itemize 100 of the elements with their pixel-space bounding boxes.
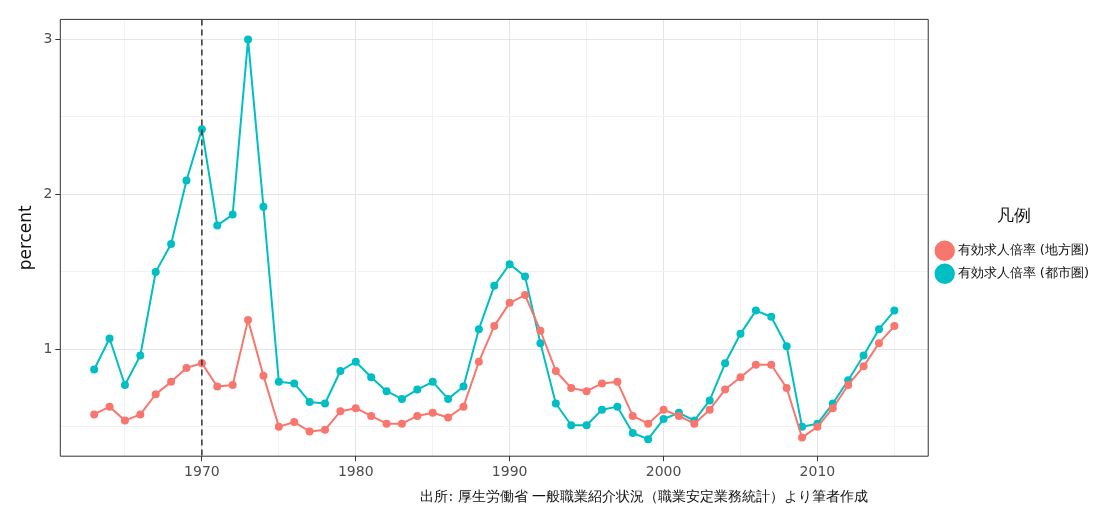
point [659,405,668,414]
point [413,385,422,394]
point [244,315,253,324]
point [521,272,530,281]
point [551,399,560,408]
point [382,387,391,396]
point [767,360,776,369]
point [182,176,191,185]
point [428,408,437,417]
point [582,387,591,396]
point [844,380,853,389]
point [751,306,760,315]
point [597,405,606,414]
point [890,306,899,315]
point [90,365,99,374]
point [721,385,730,394]
point [798,433,807,442]
point [721,359,730,368]
point [151,390,160,399]
point [213,382,222,391]
point [505,298,514,307]
point [551,367,560,376]
x-tick-label: 1990 [491,463,528,480]
point [890,322,899,331]
point [213,221,222,230]
point [290,418,299,427]
point [305,427,314,436]
legend-label: 有効求人倍率 (都市圏) [957,265,1090,281]
point [536,339,545,348]
text: 出所: 厚生労働省 一般職業紹介状況（職業安定業務統計）より筆者作成 [419,488,869,506]
point [567,421,576,430]
point [644,419,653,428]
point [151,267,160,276]
point [136,410,145,419]
point [736,373,745,382]
point [397,419,406,428]
point [874,325,883,334]
point [290,379,299,388]
point [305,397,314,406]
point [459,382,468,391]
point [613,402,622,411]
x-tick-label: 2000 [645,463,682,480]
point [351,404,360,413]
point [259,202,268,211]
point [397,394,406,403]
point [490,281,499,290]
point [274,422,283,431]
point [767,312,776,321]
y-axis-title: percent [14,204,35,271]
point [859,351,868,360]
point [705,405,714,414]
point [782,342,791,351]
point [367,411,376,420]
point [320,399,329,408]
point [90,410,99,419]
x-tick-label: 1980 [337,463,374,480]
point [382,419,391,428]
point [613,377,622,386]
point [336,407,345,416]
point [474,325,483,334]
point [859,362,868,371]
point [444,394,453,403]
point [105,334,114,343]
x-tick-label: 2010 [799,463,836,480]
point [259,371,268,380]
point [336,367,345,376]
legend-title: 凡例 [996,204,1031,225]
point [105,402,114,411]
point [228,380,237,389]
point [320,425,329,434]
point [167,240,176,248]
point [120,416,129,425]
point [828,404,837,413]
point [659,415,668,424]
point [136,351,145,360]
point [582,421,591,430]
point [644,435,653,444]
point [428,377,437,386]
point [167,377,176,386]
point [736,329,745,338]
point [182,363,191,372]
point [567,384,576,393]
point [413,411,422,420]
point [351,357,360,366]
point [490,322,499,331]
point [444,413,453,422]
point [782,384,791,393]
point [274,377,283,386]
point [628,411,637,420]
point [228,210,237,219]
point [521,291,530,300]
point [628,428,637,437]
y-tick-label: 2 [43,185,53,202]
point [874,339,883,348]
legend-label: 有効求人倍率 (地方圏) [957,242,1090,258]
y-tick-label: 3 [43,30,53,47]
y-tick-label: 1 [43,339,53,356]
point [474,357,483,366]
point [751,360,760,369]
point [367,373,376,382]
